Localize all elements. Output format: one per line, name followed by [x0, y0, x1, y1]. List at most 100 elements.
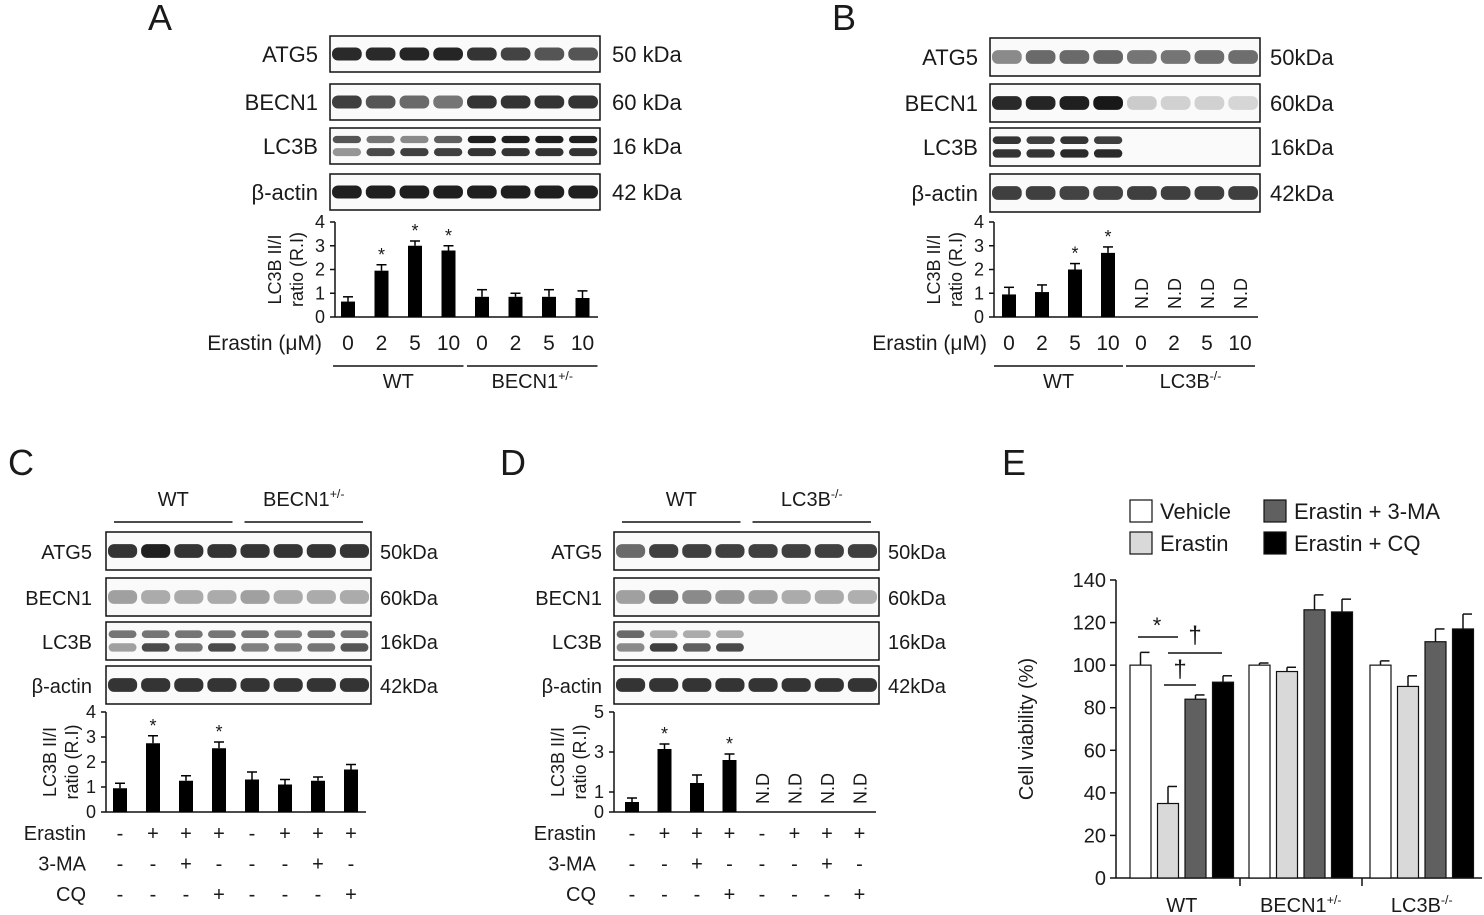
- band-upper: [332, 135, 362, 144]
- band: [1127, 186, 1157, 200]
- band: [273, 544, 303, 558]
- x-tick-label: 2: [510, 332, 522, 355]
- treatment-sign: +: [854, 823, 866, 845]
- band-lower: [307, 643, 336, 652]
- panel-letter: D: [500, 442, 526, 483]
- significance-mark: *: [1153, 613, 1162, 638]
- band: [141, 590, 171, 604]
- band-lower: [649, 643, 678, 652]
- treatment-sign: -: [629, 884, 636, 906]
- band-lower: [332, 148, 362, 157]
- band: [1093, 50, 1123, 64]
- band: [1025, 96, 1056, 110]
- treatment-sign: -: [117, 823, 124, 845]
- band: [748, 544, 778, 558]
- band-upper: [307, 630, 336, 638]
- band: [615, 590, 646, 604]
- band-upper: [366, 135, 395, 144]
- band: [847, 590, 878, 604]
- blot-row: LC3B 16kDa: [42, 621, 439, 661]
- band-upper: [1060, 136, 1089, 144]
- x-tick-label: 2: [376, 332, 388, 355]
- treatment-sign: -: [117, 854, 124, 876]
- protein-label: ATG5: [551, 542, 602, 564]
- band: [174, 590, 204, 604]
- bar: [441, 250, 456, 317]
- significance-mark: *: [411, 221, 418, 241]
- treatment-sign: -: [117, 884, 124, 906]
- band-upper: [274, 630, 303, 638]
- bar: [374, 270, 389, 317]
- band-upper: [433, 135, 463, 144]
- protein-label: β-actin: [252, 180, 318, 205]
- bar: [1101, 252, 1115, 317]
- band: [534, 95, 565, 109]
- treatment-sign: -: [824, 884, 831, 906]
- band-upper: [501, 135, 530, 144]
- panel-c: C ATG5 50kDa BECN1 60kDa LC3B 16kDa β-actin 42kD…: [8, 442, 439, 906]
- group-label: WT: [158, 489, 189, 511]
- band: [467, 95, 497, 109]
- band: [107, 590, 138, 604]
- treatment-sign: -: [661, 854, 668, 876]
- band-upper: [241, 630, 269, 638]
- protein-label: LC3B: [42, 632, 92, 654]
- band-lower: [616, 643, 645, 652]
- band-lower: [340, 643, 369, 652]
- bar: [146, 743, 160, 812]
- y-tick-label: 0: [594, 802, 604, 822]
- band: [433, 185, 463, 199]
- treatment-label: Erastin (μM): [207, 332, 322, 355]
- y-tick-label: 0: [86, 802, 96, 822]
- bar: [278, 784, 292, 812]
- treatment-sign: +: [312, 854, 324, 876]
- treatment-sign: -: [759, 884, 766, 906]
- treatment-sign: -: [629, 823, 636, 845]
- band-upper: [400, 135, 429, 144]
- band: [847, 544, 878, 558]
- x-tick-label: 5: [1069, 332, 1081, 355]
- y-tick-label: 2: [974, 260, 984, 280]
- panel-b: B ATG5 50kDa BECN1 60kDa LC3B 16kDa β-actin 42kD…: [832, 0, 1334, 393]
- bar: [341, 301, 355, 317]
- panel-letter: C: [8, 442, 34, 483]
- blot-row: BECN1 60kDa: [25, 577, 439, 617]
- band: [1059, 186, 1090, 200]
- band-upper: [340, 630, 369, 638]
- band: [649, 544, 679, 558]
- band: [306, 678, 336, 692]
- significance-mark: †: [1173, 656, 1186, 683]
- y-axis-label: LC3B II/I ratio (R.I): [265, 232, 307, 307]
- band: [240, 544, 270, 558]
- blot-row: BECN1 60kDa: [535, 577, 947, 617]
- y-tick-label: 40: [1084, 783, 1106, 805]
- group-label: WT: [383, 371, 414, 393]
- band: [615, 544, 646, 558]
- band: [365, 95, 396, 109]
- bar: [1303, 609, 1326, 879]
- y-tick-label: 4: [315, 212, 325, 232]
- band: [781, 590, 811, 604]
- bar: [1451, 628, 1475, 879]
- band: [500, 95, 531, 109]
- blot-row: β-actin 42kDa: [32, 665, 439, 705]
- treatment-label: Erastin (μM): [872, 332, 987, 355]
- band: [748, 590, 778, 604]
- x-tick-label: 5: [543, 332, 555, 355]
- bar: [1002, 294, 1016, 317]
- x-tick-label: 10: [571, 332, 594, 355]
- panel-d: D ATG5 50kDa BECN1 60kDa LC3B 16kDa β-actin 42kD…: [500, 442, 947, 906]
- band: [748, 678, 778, 692]
- bar: [1068, 269, 1082, 317]
- blot-frame: [613, 621, 880, 661]
- size-label: 50kDa: [1270, 45, 1334, 70]
- band: [107, 544, 138, 558]
- y-axis-label: LC3B II/I ratio (R.I): [548, 724, 590, 799]
- band: [207, 678, 237, 692]
- legend-swatch: [1263, 531, 1287, 555]
- blot-frame: [989, 127, 1261, 167]
- band: [500, 47, 531, 61]
- x-tick-label: LC3B-/-: [1391, 893, 1453, 915]
- blot-row: β-actin 42kDa: [542, 665, 947, 705]
- band: [1093, 96, 1123, 110]
